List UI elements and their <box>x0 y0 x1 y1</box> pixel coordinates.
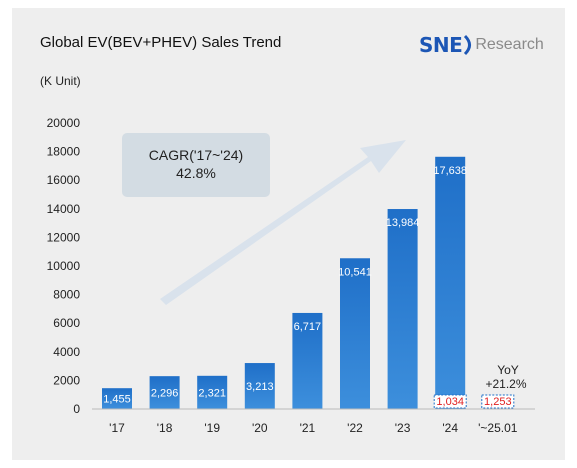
bar-value-label-7: 17,638 <box>433 165 467 177</box>
bar-0 <box>102 388 132 409</box>
x-axis: '17 '18 '19 '20 '21 '22 '23 '24 '~25.01 <box>92 408 535 435</box>
y-tick-label-2: 4000 <box>53 345 80 359</box>
x-tick-label-5: '22 <box>347 421 363 435</box>
bar-5 <box>340 258 370 409</box>
bar-7 <box>435 156 466 409</box>
y-tick-label-3: 6000 <box>53 316 80 330</box>
logo-arc-icon <box>464 34 472 56</box>
chart-frame <box>12 8 565 460</box>
bar-6 <box>387 209 418 409</box>
x-tick-label-2: '19 <box>204 421 220 435</box>
y-tick-label-10: 20000 <box>47 116 81 130</box>
bar-value-label-6: 13,984 <box>386 217 420 229</box>
bar-4 <box>292 312 323 409</box>
y-tick-label-8: 16000 <box>47 173 81 187</box>
y-tick-label-1: 2000 <box>53 373 80 387</box>
x-tick-label-7: '24 <box>442 421 458 435</box>
bar-value-label-2: 2,321 <box>198 387 226 399</box>
x-tick-label-0: '17 <box>109 421 125 435</box>
bar-2 <box>197 375 228 409</box>
chart-title: Global EV(BEV+PHEV) Sales Trend <box>40 34 282 51</box>
yoy-value: +21.2% <box>485 377 526 391</box>
bar-1 <box>149 376 180 409</box>
bar-value-label-3: 3,213 <box>246 381 274 393</box>
x-tick-label-6: '23 <box>395 421 411 435</box>
y-tick-label-7: 14000 <box>47 202 81 216</box>
cagr-box <box>122 133 270 197</box>
y-tick-label-5: 10000 <box>47 259 81 273</box>
x-tick-label-4: '21 <box>300 421 316 435</box>
growth-arrow <box>160 140 406 305</box>
x-tick-label-8: '~25.01 <box>478 421 518 435</box>
jan-value-label-7: 1,034 <box>436 396 464 408</box>
unit-label: (K Unit) <box>40 74 81 88</box>
logo-brand: SNE <box>419 33 463 57</box>
cagr-label: CAGR('17~'24) <box>149 147 243 163</box>
logo-suffix: Research <box>475 36 544 53</box>
sne-research-logo: SNE Research <box>419 32 544 58</box>
x-tick-label-3: '20 <box>252 421 268 435</box>
bars: 1,455 2,296 2,321 3,213 6,717 10,541 13,984 17,… <box>102 156 515 409</box>
y-tick-label-4: 8000 <box>53 288 80 302</box>
jan-box-8 <box>481 394 515 409</box>
bar-value-label-0: 1,455 <box>103 394 131 406</box>
y-tick-label-0: 0 <box>73 402 80 416</box>
bar-value-label-5: 10,541 <box>338 266 372 278</box>
cagr-value: 42.8% <box>176 165 216 181</box>
bar-3 <box>244 363 275 409</box>
bar-value-label-4: 6,717 <box>294 321 322 333</box>
jan-box-7 <box>433 394 467 409</box>
x-tick-label-1: '18 <box>157 421 173 435</box>
jan-value-label-8: 1,253 <box>484 396 512 408</box>
y-tick-label-6: 12000 <box>47 230 81 244</box>
yoy-label: YoY <box>497 363 519 377</box>
bar-value-label-1: 2,296 <box>151 388 179 400</box>
y-axis: 0 2000 4000 6000 8000 10000 12000 14000 16000 180… <box>47 116 81 416</box>
y-tick-label-9: 18000 <box>47 145 81 159</box>
